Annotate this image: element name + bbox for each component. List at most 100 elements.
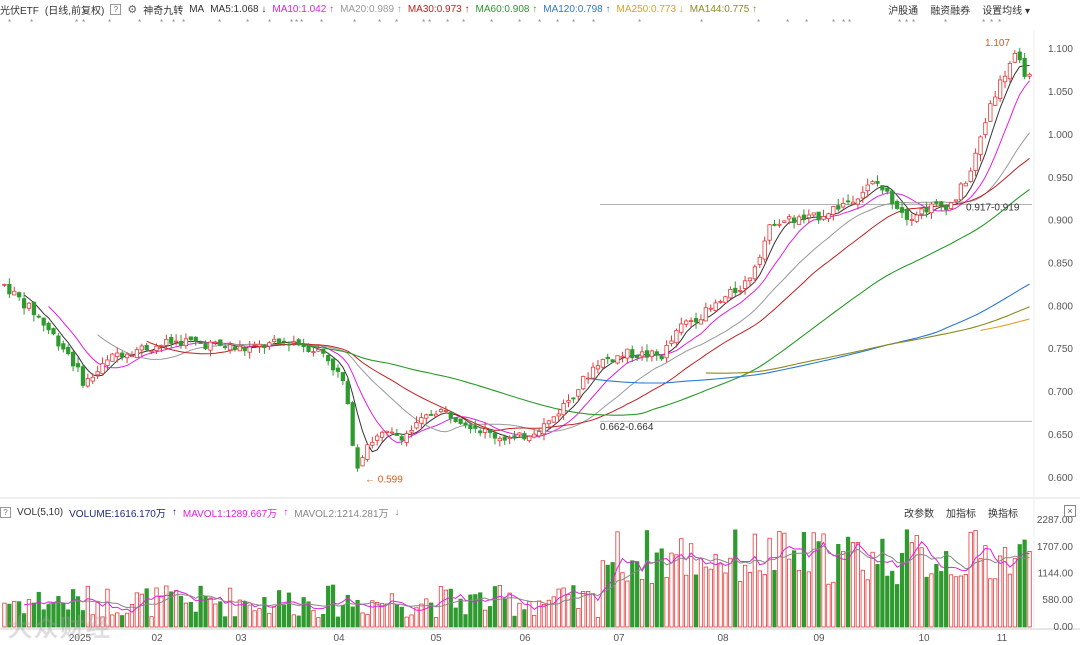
event-star-icon[interactable]: * [8, 18, 12, 27]
candle-body [134, 349, 139, 358]
event-star-icon[interactable]: * [572, 18, 576, 27]
link-hk-connect[interactable]: 沪股通 [888, 6, 919, 17]
volume-bar [232, 616, 238, 628]
event-star-icon[interactable]: * [108, 18, 112, 27]
candle-body [914, 214, 919, 222]
event-star-icon[interactable]: * [842, 18, 846, 27]
candle-body [983, 122, 988, 135]
event-star-icon[interactable]: * [246, 18, 250, 27]
event-star-icon[interactable]: * [848, 18, 852, 27]
candle-body [777, 223, 782, 226]
volume-bar [487, 606, 493, 628]
event-star-icon[interactable]: * [353, 18, 357, 27]
event-star-icon[interactable]: * [538, 18, 542, 27]
ma-label[interactable]: MA [189, 3, 205, 15]
event-star-icon[interactable]: * [905, 18, 909, 27]
volume-tick-label: 1144.00 [1038, 568, 1074, 579]
event-star-icon[interactable]: * [700, 18, 704, 27]
event-star-icon[interactable]: * [428, 18, 432, 27]
event-star-icon[interactable]: * [82, 18, 86, 27]
candle-body [644, 350, 650, 358]
event-star-icon[interactable]: * [30, 18, 34, 27]
help-icon[interactable]: ? [0, 506, 11, 518]
volume-bar [492, 586, 498, 628]
volume-bar [272, 606, 277, 628]
event-star-icon[interactable]: * [832, 18, 836, 27]
event-star-icon[interactable]: * [982, 18, 986, 27]
volume-bar [630, 560, 635, 628]
event-star-icon[interactable]: * [75, 18, 79, 27]
volume-bar [948, 574, 954, 628]
volume-bar [904, 529, 910, 628]
candle-body [998, 79, 1003, 99]
event-star-icon[interactable]: * [378, 18, 382, 27]
indicator-label[interactable]: 神奇九转 [143, 5, 184, 17]
volume-bar [453, 607, 458, 628]
event-star-icon[interactable]: * [290, 18, 294, 27]
volume-bar [443, 589, 448, 628]
help-icon[interactable]: ? [110, 3, 122, 15]
event-star-icon[interactable]: * [757, 18, 761, 27]
candle-body [198, 342, 203, 344]
candle-body [953, 199, 959, 202]
event-star-icon[interactable]: * [592, 18, 596, 27]
event-star-icon[interactable]: * [912, 18, 916, 27]
volume-bar [394, 604, 399, 628]
event-star-icon[interactable]: * [518, 18, 522, 27]
arrow-up-icon: ↑ [171, 506, 177, 518]
candle-body [433, 413, 439, 417]
candle-body [919, 208, 924, 215]
volume-bar [31, 602, 36, 628]
event-star-icon[interactable]: * [138, 18, 142, 27]
candle-body [262, 344, 267, 348]
event-star-icon[interactable]: * [422, 18, 426, 27]
candle-body [527, 435, 532, 442]
event-star-icon[interactable]: * [998, 18, 1002, 27]
close-icon[interactable]: × [1064, 505, 1076, 517]
candle-body [213, 341, 218, 344]
event-star-icon[interactable]: * [786, 18, 790, 27]
volume-bar [826, 583, 831, 628]
volume-bar [414, 607, 419, 628]
candle-body [841, 202, 846, 208]
event-star-icon[interactable]: * [556, 18, 560, 27]
gear-icon[interactable]: ⚙ [127, 3, 138, 16]
event-star-icon[interactable]: * [295, 18, 299, 27]
volume-bar [497, 585, 502, 628]
event-star-icon[interactable]: * [638, 18, 642, 27]
edit-params-button[interactable]: 改参数 [904, 509, 934, 520]
event-star-icon[interactable]: * [160, 18, 164, 27]
event-star-icon[interactable]: * [218, 18, 222, 27]
candle-body [899, 207, 905, 213]
volume-bar [615, 531, 620, 628]
volume-bar [473, 594, 478, 628]
event-star-icon[interactable]: * [300, 18, 304, 27]
arrow-down-icon: ↓ [394, 506, 400, 518]
candle-body [272, 338, 277, 343]
link-ma-settings[interactable]: 设置均线 ▾ [982, 6, 1030, 17]
event-star-icon[interactable]: * [172, 18, 176, 27]
event-star-icon[interactable]: * [395, 18, 399, 27]
event-star-icon[interactable]: * [446, 18, 450, 27]
event-star-icon[interactable]: * [490, 18, 494, 27]
event-star-icon[interactable]: * [462, 18, 466, 27]
switch-indicator-button[interactable]: 换指标 [988, 509, 1018, 520]
add-indicator-button[interactable]: 加指标 [946, 509, 976, 520]
candle-body [203, 342, 208, 350]
candle-body [1027, 73, 1032, 77]
volume-bar [169, 591, 174, 628]
volume-bar [375, 602, 380, 628]
volume-bar [134, 592, 139, 628]
event-star-icon[interactable]: * [268, 18, 272, 27]
event-star-icon[interactable]: * [805, 18, 809, 27]
candle-body [590, 366, 596, 379]
event-star-icon[interactable]: * [990, 18, 994, 27]
event-star-icon[interactable]: * [182, 18, 186, 27]
volume-bar [546, 599, 551, 628]
candle-body [978, 136, 983, 155]
event-star-icon[interactable]: * [320, 18, 324, 27]
event-star-icon[interactable]: * [944, 18, 948, 27]
event-star-icon[interactable]: * [898, 18, 902, 27]
link-margin[interactable]: 融资融券 [930, 6, 971, 17]
